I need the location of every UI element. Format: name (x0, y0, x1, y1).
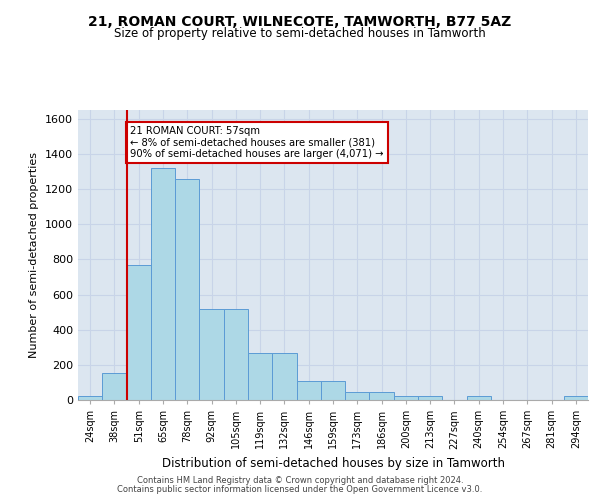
Y-axis label: Number of semi-detached properties: Number of semi-detached properties (29, 152, 40, 358)
Bar (564, 396, 588, 400)
Bar (370, 392, 394, 400)
Bar (248, 352, 272, 400)
Bar (467, 396, 491, 400)
Bar (272, 352, 296, 400)
Text: Contains HM Land Registry data © Crown copyright and database right 2024.: Contains HM Land Registry data © Crown c… (137, 476, 463, 485)
Text: 21, ROMAN COURT, WILNECOTE, TAMWORTH, B77 5AZ: 21, ROMAN COURT, WILNECOTE, TAMWORTH, B7… (88, 15, 512, 29)
Bar (321, 380, 345, 400)
Bar (78, 396, 102, 400)
Text: Size of property relative to semi-detached houses in Tamworth: Size of property relative to semi-detach… (114, 28, 486, 40)
Bar (296, 380, 321, 400)
Bar (127, 264, 151, 400)
Bar (224, 308, 248, 400)
Bar (199, 308, 224, 400)
Bar (394, 396, 418, 400)
Bar (175, 178, 199, 400)
Bar (102, 373, 127, 400)
Text: Contains public sector information licensed under the Open Government Licence v3: Contains public sector information licen… (118, 485, 482, 494)
X-axis label: Distribution of semi-detached houses by size in Tamworth: Distribution of semi-detached houses by … (161, 457, 505, 470)
Bar (151, 168, 175, 400)
Bar (345, 392, 370, 400)
Bar (418, 396, 442, 400)
Text: 21 ROMAN COURT: 57sqm
← 8% of semi-detached houses are smaller (381)
90% of semi: 21 ROMAN COURT: 57sqm ← 8% of semi-detac… (130, 126, 384, 159)
